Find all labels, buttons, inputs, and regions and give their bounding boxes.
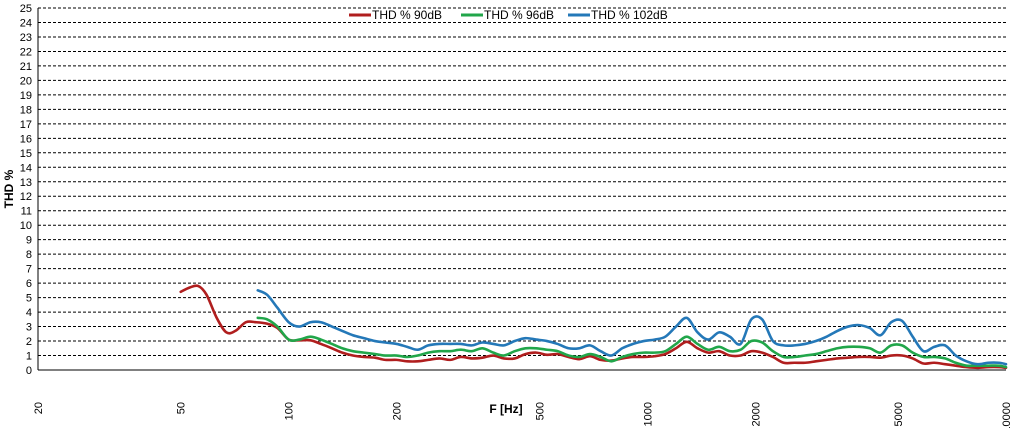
x-tick-labels: 20 50 100 200 500 1000 2000 5000 10000 [33,402,1013,428]
y-tick-label: 7 [26,264,32,276]
x-tick-label: 20 [33,402,45,414]
y-tick-label: 21 [20,61,32,73]
legend: THD % 90dB THD % 96dB THD % 102dB [349,8,668,22]
y-tick-label: 2 [26,336,32,348]
x-tick-label: 200 [392,402,404,420]
series-line-0 [179,284,1008,370]
grid-lines [37,7,1006,371]
y-tick-label: 8 [26,249,32,261]
x-tick-label: 2000 [750,402,762,426]
x-tick-label: 50 [176,402,188,414]
series-line-1 [256,316,1008,369]
legend-label: THD % 102dB [591,8,668,22]
x-tick-label: 100 [284,402,296,420]
legend-label: THD % 96dB [484,8,554,22]
y-tick-label: 20 [20,75,32,87]
y-tick-label: 13 [20,177,32,189]
y-tick-label: 10 [20,220,32,232]
y-tick-label: 6 [26,278,32,290]
y-axis-title: THD % [2,169,16,208]
y-tick-label: 22 [20,46,32,58]
y-tick-label: 11 [21,206,32,218]
y-tick-label: 25 [20,3,32,15]
y-tick-label: 16 [20,133,32,145]
y-tick-label: 9 [26,235,32,247]
series-lines [179,284,1008,370]
y-tick-label: 14 [20,162,32,174]
y-tick-label: 19 [20,90,32,102]
series-line-2 [256,289,1008,366]
x-axis-title: F [Hz] [489,402,522,416]
y-tick-label: 17 [20,119,32,131]
x-tick-label: 10000 [1001,402,1013,428]
y-tick-label: 1 [26,351,32,363]
y-tick-label: 15 [20,148,32,160]
x-tick-label: 500 [534,402,546,420]
x-tick-label: 5000 [893,402,905,426]
y-tick-label: 5 [26,293,32,305]
y-tick-label: 3 [26,322,32,334]
y-tick-label: 18 [20,104,32,116]
y-tick-label: 12 [20,191,32,203]
legend-label: THD % 90dB [372,8,442,22]
y-tick-label: 24 [20,17,32,29]
y-tick-label: 4 [26,307,32,319]
y-tick-label: 0 [26,365,32,377]
x-tick-label: 1000 [642,402,654,426]
y-tick-labels: 0123456789101112131415161718192021222324… [20,3,32,377]
y-tick-label: 23 [20,32,32,44]
